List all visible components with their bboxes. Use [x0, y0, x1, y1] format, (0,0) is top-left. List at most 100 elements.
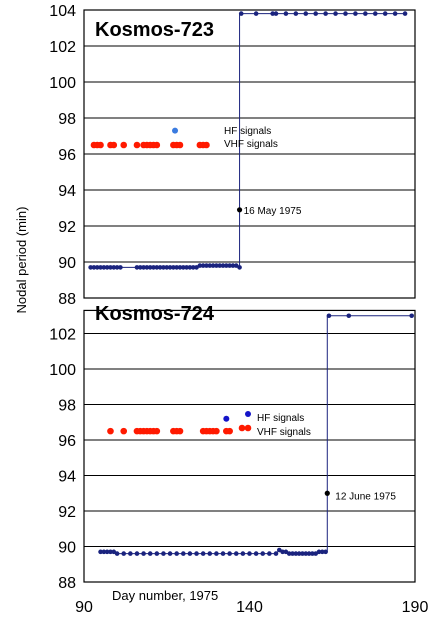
orbit-point — [111, 265, 117, 270]
legend-hf-label: HF signals — [224, 126, 271, 137]
x-axis-label: Day number, 1975 — [112, 588, 218, 603]
y-tick-label: 96 — [58, 433, 76, 450]
orbit-point — [108, 265, 113, 270]
y-tick-label: 92 — [58, 504, 76, 521]
orbit-point — [238, 11, 244, 16]
orbit-point — [134, 551, 140, 556]
legend-vhf-marker — [244, 424, 252, 432]
y-tick-label: 88 — [58, 291, 76, 308]
orbit-point — [187, 265, 193, 270]
orbit-point — [343, 11, 348, 16]
orbit-point — [98, 549, 103, 555]
x-tick-label: 90 — [75, 599, 93, 616]
orbit-point — [267, 551, 272, 556]
orbit-point — [151, 265, 156, 270]
orbit-point — [157, 265, 163, 270]
orbit-point — [207, 551, 213, 556]
panel-title: Kosmos-724 — [95, 303, 215, 325]
orbit-point — [144, 265, 150, 270]
orbit-point — [310, 551, 315, 556]
orbit-point — [181, 265, 186, 270]
orbit-point — [323, 549, 328, 555]
panel-kosmos-723: 88 90 92 94 96 98 100 102 104 Kosmos-723 16 May 19… — [49, 3, 416, 308]
orbit-point — [134, 265, 140, 270]
y-tick-label: 100 — [49, 362, 76, 379]
orbit-point — [220, 263, 226, 268]
orbit-point — [164, 265, 170, 270]
orbit-point — [154, 265, 160, 270]
y-axis-label: Nodal period (min) — [14, 207, 29, 314]
orbit-point — [313, 11, 319, 16]
orbit-point — [402, 11, 408, 16]
y-tick-label: 90 — [58, 255, 76, 272]
orbit-point — [184, 265, 189, 270]
orbit-point — [147, 265, 153, 270]
panel-title: Kosmos-723 — [95, 19, 214, 41]
orbit-point — [147, 551, 153, 556]
orbit-point — [293, 551, 299, 556]
orbit-point — [253, 11, 259, 16]
orbit-point — [200, 263, 206, 268]
annotation-marker — [324, 490, 330, 496]
orbit-point — [121, 551, 127, 556]
orbit-point — [363, 11, 368, 16]
orbit-point — [316, 549, 322, 555]
x-axis-ticks: 90 140 190 — [75, 599, 428, 616]
x-tick-label: 140 — [236, 599, 263, 616]
orbit-point — [141, 551, 146, 556]
y-tick-label: 90 — [58, 540, 76, 557]
orbit-point — [214, 551, 219, 556]
orbit-point — [296, 551, 302, 556]
orbit-point — [409, 313, 414, 319]
orbit-point — [174, 265, 179, 270]
vhf-signal-point — [176, 427, 184, 435]
orbit-point — [114, 551, 120, 556]
orbit-point — [94, 265, 100, 270]
orbit-point — [260, 551, 266, 556]
orbit-point — [190, 265, 196, 270]
vhf-signal-point — [110, 141, 118, 149]
vhf-signal-point — [226, 427, 233, 435]
orbit-point — [326, 313, 332, 319]
orbit-point — [300, 551, 305, 556]
vhf-signal-point — [176, 141, 184, 149]
hf-signal-point — [223, 415, 230, 422]
orbit-point — [108, 549, 113, 555]
y-tick-label: 96 — [58, 147, 76, 164]
orbit-point — [253, 551, 259, 556]
orbit-point — [167, 551, 173, 556]
vhf-signal-point — [120, 427, 128, 435]
orbit-point — [283, 11, 289, 16]
y-tick-label: 102 — [49, 39, 76, 56]
orbit-point — [227, 551, 232, 556]
orbit-point — [286, 551, 292, 556]
annotation-label: 16 May 1975 — [244, 206, 302, 217]
orbit-point — [187, 551, 193, 556]
orbit-point — [247, 551, 252, 556]
orbit-point — [333, 11, 338, 16]
vhf-signal-point — [107, 427, 114, 435]
hf-signal-point — [172, 127, 179, 134]
orbit-point — [181, 551, 186, 556]
orbit-point — [320, 549, 325, 555]
orbit-point — [217, 263, 223, 268]
orbit-point — [303, 11, 309, 16]
orbit-point — [161, 551, 166, 556]
orbit-point — [230, 263, 236, 268]
y-tick-label: 98 — [58, 398, 76, 415]
orbit-point — [270, 11, 275, 16]
y-tick-label: 94 — [58, 469, 76, 486]
plot-frame — [83, 9, 416, 299]
orbit-point — [237, 265, 242, 270]
orbit-point — [177, 265, 183, 270]
legend-vhf-marker — [238, 424, 246, 432]
orbit-point — [240, 551, 246, 556]
vhf-signal-point — [120, 141, 128, 149]
orbit-point — [382, 11, 388, 16]
vhf-signal-point — [97, 141, 104, 149]
orbit-point — [141, 265, 146, 270]
orbit-point — [161, 265, 166, 270]
orbit-point — [207, 263, 213, 268]
orbit-point — [323, 11, 328, 16]
